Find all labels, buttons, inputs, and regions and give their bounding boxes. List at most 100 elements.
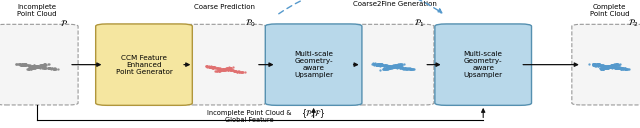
Point — [221, 67, 231, 69]
Point — [616, 67, 626, 69]
Point — [376, 63, 386, 65]
Point — [596, 65, 606, 67]
Point — [598, 67, 609, 69]
Point — [609, 64, 619, 66]
Point — [37, 66, 47, 68]
FancyBboxPatch shape — [0, 24, 78, 105]
Point — [44, 67, 54, 69]
Point — [383, 65, 393, 67]
Point — [33, 66, 43, 68]
Point — [397, 67, 407, 69]
Point — [598, 68, 608, 70]
Point — [387, 66, 397, 68]
Point — [612, 63, 622, 65]
Point — [393, 64, 403, 66]
Point — [237, 71, 248, 73]
Point — [610, 64, 620, 66]
Point — [14, 63, 24, 65]
Point — [40, 64, 50, 66]
Point — [17, 63, 27, 65]
Point — [401, 67, 412, 69]
Point — [378, 64, 388, 66]
Point — [598, 67, 608, 69]
Point — [216, 69, 226, 71]
Point — [384, 67, 394, 69]
Point — [376, 63, 387, 65]
Point — [386, 65, 396, 67]
Point — [600, 66, 611, 68]
Point — [593, 64, 603, 66]
Point — [605, 66, 616, 68]
Point — [594, 63, 604, 65]
Point — [616, 67, 626, 69]
Point — [602, 66, 612, 68]
Point — [374, 64, 385, 66]
FancyBboxPatch shape — [435, 24, 531, 105]
Point — [227, 69, 237, 71]
Point — [49, 68, 59, 70]
Point — [239, 71, 250, 73]
Point — [381, 67, 392, 69]
Point — [20, 64, 30, 66]
Point — [378, 68, 388, 70]
Point — [605, 65, 616, 67]
Point — [204, 66, 214, 68]
Point — [401, 68, 411, 70]
Point — [607, 64, 618, 66]
Point — [389, 66, 399, 68]
Point — [372, 64, 383, 66]
Point — [397, 66, 407, 68]
Point — [24, 67, 35, 70]
Point — [609, 66, 620, 68]
Point — [220, 69, 230, 71]
Point — [399, 67, 410, 69]
Point — [605, 66, 615, 68]
Point — [206, 66, 216, 68]
Point — [392, 64, 403, 66]
Point — [224, 67, 234, 69]
Point — [596, 65, 606, 67]
Point — [207, 66, 218, 68]
Point — [215, 69, 225, 71]
Point — [208, 66, 218, 68]
Point — [394, 63, 404, 66]
Point — [375, 63, 385, 66]
Point — [602, 67, 612, 69]
Point — [33, 66, 44, 68]
Point — [376, 63, 386, 66]
Point — [35, 65, 45, 67]
Point — [613, 64, 623, 66]
Point — [212, 70, 222, 72]
Point — [208, 67, 218, 69]
Point — [204, 66, 214, 68]
Point — [593, 64, 603, 66]
Point — [214, 69, 224, 71]
Point — [391, 66, 401, 68]
Point — [373, 64, 383, 66]
Point — [202, 65, 212, 67]
Point — [602, 67, 612, 69]
Point — [372, 63, 383, 66]
Point — [620, 68, 630, 70]
Point — [18, 64, 28, 66]
Point — [13, 62, 24, 65]
Point — [605, 65, 615, 67]
Point — [389, 65, 399, 67]
Point — [32, 65, 42, 67]
Point — [616, 67, 626, 69]
Point — [214, 67, 225, 70]
Point — [384, 67, 394, 69]
Point — [615, 67, 625, 69]
Point — [374, 63, 385, 65]
Point — [374, 65, 385, 67]
Point — [604, 66, 614, 68]
Point — [389, 65, 399, 67]
Point — [380, 68, 390, 70]
Point — [591, 64, 602, 66]
Point — [387, 66, 397, 68]
Point — [28, 67, 38, 69]
Point — [594, 64, 604, 66]
Point — [36, 65, 46, 67]
Point — [612, 64, 623, 66]
Point — [41, 66, 51, 68]
